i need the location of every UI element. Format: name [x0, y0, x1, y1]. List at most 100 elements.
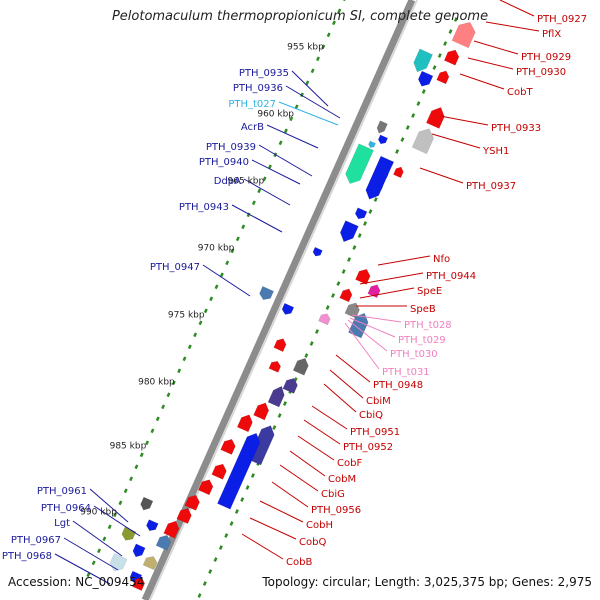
tick-mark — [218, 545, 223, 550]
kbp-tick-label: 955 kbp — [287, 42, 324, 52]
tick-mark — [230, 248, 235, 254]
gene-arrow — [220, 439, 236, 455]
tick-mark — [283, 128, 288, 134]
accession-text: Accession: NC_009454 — [8, 575, 145, 589]
tick-mark — [134, 464, 139, 470]
gene-label-right: CobM — [328, 474, 356, 485]
tick-mark — [171, 380, 176, 386]
gene-label-right: PTH_0937 — [466, 181, 516, 192]
gene-label-left: DdpA — [214, 176, 241, 187]
label-leader-line — [303, 419, 341, 445]
tick-mark — [161, 404, 166, 410]
tick-mark — [129, 476, 134, 482]
gene-label-left: PTH_0947 — [150, 262, 200, 273]
gene-label-right: CobQ — [299, 537, 326, 548]
tick-mark — [86, 572, 91, 578]
gene-arrow — [376, 120, 388, 134]
gene-arrow — [354, 207, 368, 220]
tick-mark — [267, 164, 272, 170]
tick-mark — [421, 89, 426, 94]
tick-mark — [234, 509, 239, 514]
label-leader-line — [419, 167, 464, 184]
genome-backbone-highlight — [149, 0, 418, 600]
label-leader-line — [467, 57, 514, 70]
gene-arrow — [259, 286, 274, 301]
tick-mark — [342, 0, 346, 2]
gene-arrow — [292, 357, 309, 376]
label-leader-line — [291, 70, 329, 107]
label-leader-line — [63, 537, 119, 571]
gene-arrow — [142, 556, 158, 571]
gene-label-right: PTH_0927 — [537, 14, 587, 25]
tick-mark — [325, 305, 330, 310]
tick-mark — [208, 569, 213, 574]
gene-arrow — [443, 49, 460, 66]
tick-mark — [304, 353, 309, 358]
tick-mark — [373, 197, 378, 202]
tick-mark — [150, 428, 155, 434]
tick-mark — [203, 308, 208, 314]
tick-mark — [368, 209, 373, 214]
tick-mark — [102, 536, 107, 542]
tick-mark — [416, 101, 421, 106]
gene-label-right: PflX — [542, 29, 561, 40]
tick-mark — [316, 56, 320, 62]
tick-mark — [198, 320, 203, 326]
gene-label-right: YSH1 — [482, 146, 509, 157]
label-leader-line — [251, 159, 301, 185]
tick-mark — [193, 332, 198, 338]
gene-arrow — [146, 519, 159, 532]
tick-mark — [347, 257, 352, 262]
tick-mark — [336, 281, 341, 286]
label-leader-line — [258, 144, 313, 177]
gene-arrow — [282, 378, 298, 394]
tick-mark — [332, 20, 336, 26]
label-leader-line — [297, 435, 335, 461]
tick-mark — [341, 269, 346, 274]
gene-arrow — [273, 338, 287, 352]
tick-mark — [91, 560, 96, 566]
label-leader-line — [266, 124, 319, 149]
gene-label-left: PTH_t027 — [228, 99, 276, 110]
gene-label-left: AcrB — [241, 122, 264, 133]
tick-mark — [432, 65, 437, 70]
tick-mark — [289, 116, 294, 122]
tick-mark — [278, 140, 283, 146]
tick-mark — [166, 392, 171, 398]
tick-mark — [245, 485, 250, 490]
gene-arrow — [355, 268, 371, 285]
kbp-tick-label: 985 kbp — [110, 441, 147, 451]
gene-arrow — [236, 414, 253, 433]
label-leader-line — [289, 450, 326, 477]
tick-mark — [437, 53, 442, 58]
label-leader-line — [344, 322, 380, 370]
gene-label-left: PTH_0968 — [2, 551, 52, 562]
tick-mark — [123, 488, 128, 494]
gene-arrow — [217, 432, 261, 510]
label-leader-line — [311, 405, 348, 430]
gene-label-right: CobB — [286, 557, 312, 568]
gene-label-right: PTH_0948 — [373, 380, 423, 391]
kbp-tick-label: 980 kbp — [138, 377, 175, 387]
tick-mark — [315, 329, 319, 334]
gene-arrow — [340, 220, 359, 243]
tick-mark — [337, 8, 342, 14]
label-lines-layer — [54, 0, 540, 585]
gene-arrow — [268, 360, 281, 373]
gene-arrow — [368, 140, 376, 148]
gene-arrow — [211, 463, 227, 480]
tick-mark — [257, 188, 262, 194]
tick-mark — [197, 593, 202, 598]
label-leader-line — [89, 488, 129, 523]
gene-arrow — [176, 508, 192, 524]
tick-mark — [97, 548, 101, 554]
gene-arrow — [140, 496, 154, 511]
gene-arrow — [339, 288, 353, 303]
gene-arrow — [413, 48, 433, 73]
tick-mark — [187, 344, 192, 350]
kbp-tick-label: 960 kbp — [257, 109, 294, 119]
tick-mark — [225, 260, 230, 266]
gene-label-left: PTH_0940 — [199, 157, 249, 168]
label-leader-line — [377, 255, 431, 266]
label-leader-line — [351, 314, 402, 323]
